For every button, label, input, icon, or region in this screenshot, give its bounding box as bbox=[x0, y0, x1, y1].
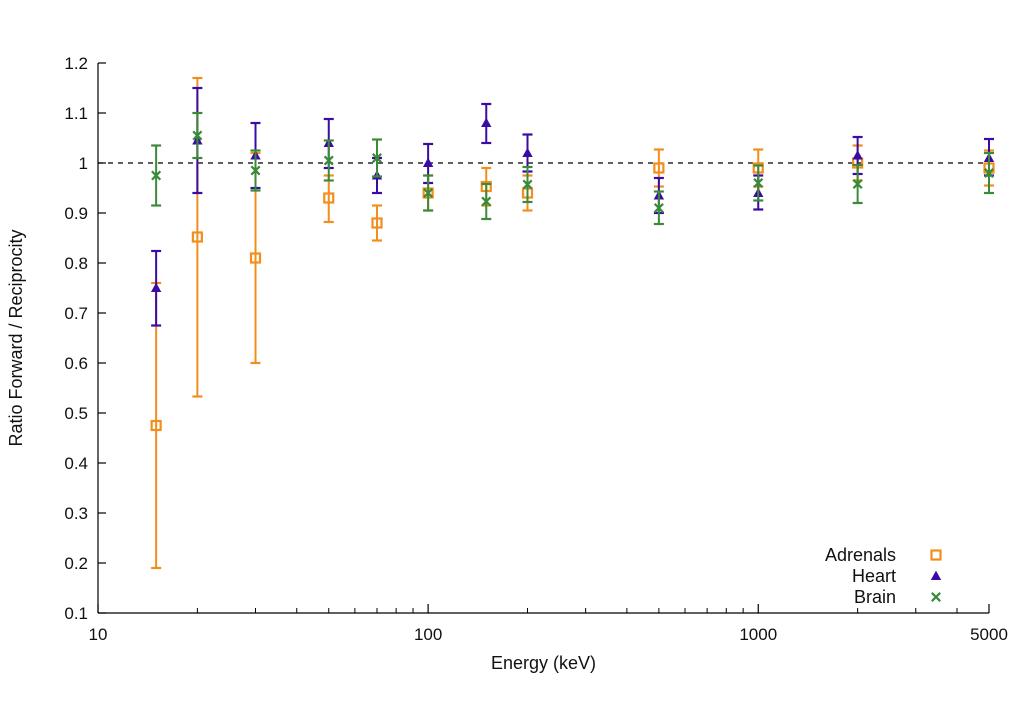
legend-marker-heart bbox=[930, 570, 942, 580]
data-point-brain bbox=[151, 170, 162, 181]
legend-label-brain: Brain bbox=[854, 587, 896, 607]
y-tick-label: 1.2 bbox=[64, 54, 88, 73]
data-point-adrenals bbox=[191, 231, 203, 243]
x-axis-title: Energy (keV) bbox=[491, 653, 596, 673]
data-point-brain bbox=[984, 168, 994, 178]
y-tick-label: 1.1 bbox=[64, 104, 88, 123]
axes-group bbox=[97, 63, 989, 614]
data-point-adrenals bbox=[150, 419, 162, 432]
x-tick-label: 1000 bbox=[739, 625, 777, 644]
y-tick-label: 0.2 bbox=[64, 554, 88, 573]
y-tick-label: 0.9 bbox=[64, 204, 88, 223]
data-point-brain bbox=[423, 188, 434, 198]
data-point-adrenals bbox=[249, 252, 262, 264]
data-point-heart bbox=[150, 282, 162, 293]
data-point-brain bbox=[323, 155, 334, 166]
y-tick-label: 0.1 bbox=[64, 604, 88, 623]
legend-marker-brain bbox=[931, 592, 941, 602]
y-axis-title: Ratio Forward / Reciprocity bbox=[6, 229, 26, 446]
data-point-brain bbox=[522, 179, 533, 190]
data-point-heart bbox=[852, 150, 863, 160]
y-tick-label: 0.7 bbox=[64, 304, 88, 323]
x-tick-label: 10 bbox=[89, 625, 108, 644]
y-tick-label: 0.8 bbox=[64, 254, 88, 273]
data-point-heart bbox=[422, 157, 434, 168]
data-point-adrenals bbox=[653, 162, 665, 174]
y-tick-label: 0.3 bbox=[64, 504, 88, 523]
data-point-adrenals bbox=[323, 192, 335, 204]
data-point-brain bbox=[481, 196, 492, 207]
tick-group: 0.1 0.2 0.3 0.4 0.5 0.6 0.7 0.8 0.9 1 1.1 1.2 10 100 1… bbox=[64, 54, 1008, 644]
legend-label-adrenals: Adrenals bbox=[825, 545, 896, 565]
y-tick-label: 1 bbox=[79, 154, 88, 173]
legend-marker-adrenals bbox=[930, 549, 942, 561]
data-point-brain bbox=[653, 203, 664, 213]
data-point-adrenals bbox=[371, 217, 383, 229]
x-tick-label: 5000 bbox=[970, 625, 1008, 644]
series-brain bbox=[151, 111, 994, 226]
data-point-brain bbox=[372, 153, 382, 163]
data-point-brain bbox=[852, 179, 863, 189]
data-point-brain bbox=[250, 165, 261, 176]
data-point-brain bbox=[753, 178, 764, 188]
x-tick-label: 100 bbox=[414, 625, 442, 644]
y-tick-label: 0.6 bbox=[64, 354, 88, 373]
y-tick-label: 0.4 bbox=[64, 454, 88, 473]
legend-label-heart: Heart bbox=[852, 566, 896, 586]
data-point-heart bbox=[522, 147, 533, 158]
y-tick-label: 0.5 bbox=[64, 404, 88, 423]
data-series-group bbox=[150, 76, 995, 570]
data-point-brain bbox=[192, 130, 203, 141]
data-point-heart bbox=[481, 117, 492, 127]
